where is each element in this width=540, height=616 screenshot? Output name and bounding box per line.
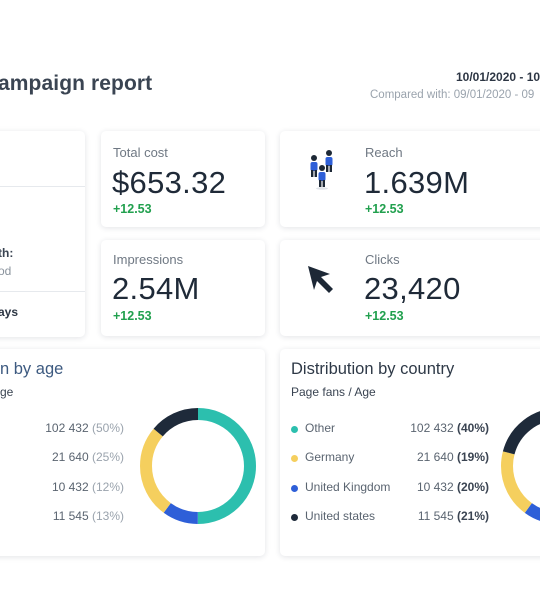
- reach-card[interactable]: Reach 1.639M +12.53: [280, 131, 540, 227]
- distribution-country-title: Distribution by country: [291, 360, 455, 378]
- date-range[interactable]: 10/01/2020 - 10: [456, 70, 540, 84]
- country-row-label: United states: [305, 509, 376, 523]
- clicks-value: 23,420: [364, 271, 461, 306]
- reach-label: Reach: [365, 145, 403, 160]
- left-card-text-2: od: [0, 264, 12, 278]
- country-row-value: 21 640 (19%): [416, 450, 489, 464]
- left-card-divider-bottom: [0, 291, 85, 292]
- legend-dot-other: [291, 426, 298, 433]
- age-row-value: 21 640 (25%): [51, 450, 124, 464]
- age-row-value: 11 545 (13%): [52, 509, 124, 523]
- cursor-icon: [306, 264, 338, 298]
- country-row-label: United Kingdom: [305, 480, 391, 494]
- legend-dot-uk: [291, 485, 298, 492]
- age-row-value: 102 432 (50%): [45, 421, 124, 435]
- page-title: ampaign report: [0, 72, 153, 95]
- country-donut-chart: [501, 408, 540, 524]
- impressions-value: 2.54M: [112, 271, 200, 306]
- left-info-card: th: od ays: [0, 131, 85, 337]
- left-card-text-1: th:: [0, 246, 14, 260]
- compare-range: Compared with: 09/01/2020 - 09: [370, 89, 535, 101]
- reach-delta: +12.53: [365, 202, 404, 216]
- impressions-card[interactable]: Impressions 2.54M +12.53: [101, 240, 265, 336]
- total-cost-delta: +12.53: [113, 202, 152, 216]
- legend-dot-germany: [291, 455, 298, 462]
- total-cost-label: Total cost: [113, 145, 168, 160]
- age-donut-segment-yellow: [140, 408, 256, 524]
- total-cost-value: $653.32: [112, 165, 227, 200]
- age-donut-segment-navy: [140, 408, 256, 524]
- total-cost-card[interactable]: Total cost $653.32 +12.53: [101, 131, 265, 227]
- country-donut-segment-yellow: [501, 408, 540, 524]
- people-icon: [306, 149, 338, 191]
- impressions-label: Impressions: [113, 252, 184, 267]
- impressions-delta: +12.53: [113, 309, 152, 323]
- distribution-age-card: n by age ge 102 432 (50%) 21 640 (25%) 1…: [0, 349, 265, 556]
- distribution-age-title: n by age: [0, 360, 64, 378]
- distribution-country-card: Distribution by country Page fans / Age …: [280, 349, 540, 556]
- reach-value: 1.639M: [364, 165, 470, 200]
- distribution-country-subtitle: Page fans / Age: [291, 385, 376, 399]
- clicks-delta: +12.53: [365, 309, 404, 323]
- clicks-label: Clicks: [365, 252, 400, 267]
- country-row-value: 11 545 (21%): [417, 509, 489, 523]
- country-row-value: 102 432 (40%): [410, 421, 489, 435]
- age-donut-chart: [140, 408, 256, 524]
- left-card-text-3[interactable]: ays: [0, 305, 19, 319]
- age-row-value: 10 432 (12%): [51, 480, 124, 494]
- country-row-label: Germany: [305, 450, 355, 464]
- clicks-card[interactable]: Clicks 23,420 +12.53: [280, 240, 540, 336]
- left-card-divider-top: [0, 186, 85, 187]
- country-row-value: 10 432 (20%): [416, 480, 489, 494]
- country-row-label: Other: [305, 421, 336, 435]
- legend-dot-us: [291, 514, 298, 521]
- distribution-age-subtitle: ge: [0, 385, 14, 399]
